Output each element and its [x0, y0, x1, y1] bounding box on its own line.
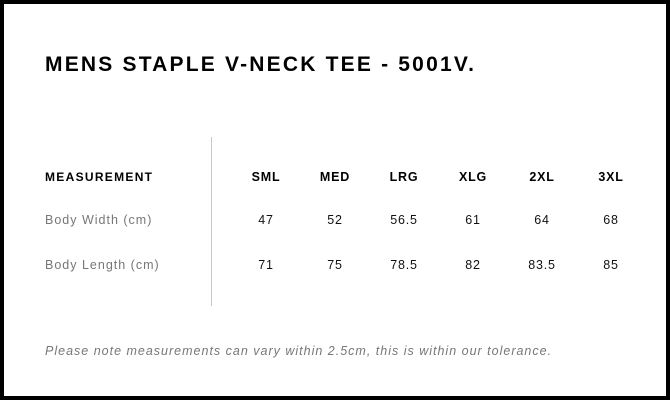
- size-chart-card: MENS STAPLE V-NECK TEE - 5001V. MEASUREM…: [4, 4, 666, 396]
- table-cell: 85: [603, 258, 619, 272]
- size-header: MED: [319, 170, 351, 184]
- column-divider: [211, 137, 212, 306]
- table-cell: 68: [603, 213, 619, 227]
- table-cell: 64: [534, 213, 550, 227]
- table-cell: 52: [327, 213, 343, 227]
- table-cell: 82: [465, 258, 481, 272]
- row-label: Body Length (cm): [45, 258, 160, 272]
- size-header: SML: [251, 170, 281, 184]
- size-header: LRG: [389, 170, 419, 184]
- table-cell: 83.5: [528, 258, 556, 272]
- table-cell: 56.5: [390, 213, 418, 227]
- table-cell: 47: [258, 213, 274, 227]
- table-cell: 71: [258, 258, 274, 272]
- size-header: 2XL: [529, 170, 555, 184]
- size-header: 3XL: [598, 170, 624, 184]
- table-cell: 61: [465, 213, 481, 227]
- size-header: XLG: [458, 170, 488, 184]
- table-cell: 75: [327, 258, 343, 272]
- tolerance-note: Please note measurements can vary within…: [45, 344, 553, 358]
- table-cell: 78.5: [390, 258, 418, 272]
- header-measurement: MEASUREMENT: [45, 170, 154, 184]
- row-label: Body Width (cm): [45, 213, 153, 227]
- page-title: MENS STAPLE V-NECK TEE - 5001V.: [45, 53, 477, 76]
